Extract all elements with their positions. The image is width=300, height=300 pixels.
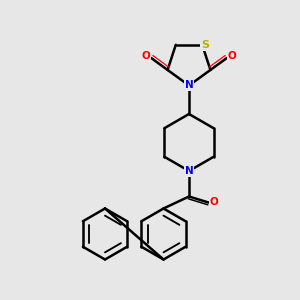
- Text: N: N: [184, 166, 194, 176]
- Text: O: O: [141, 52, 150, 61]
- Text: S: S: [201, 40, 209, 50]
- Text: O: O: [209, 197, 218, 208]
- Text: N: N: [184, 80, 194, 91]
- Text: O: O: [228, 52, 237, 61]
